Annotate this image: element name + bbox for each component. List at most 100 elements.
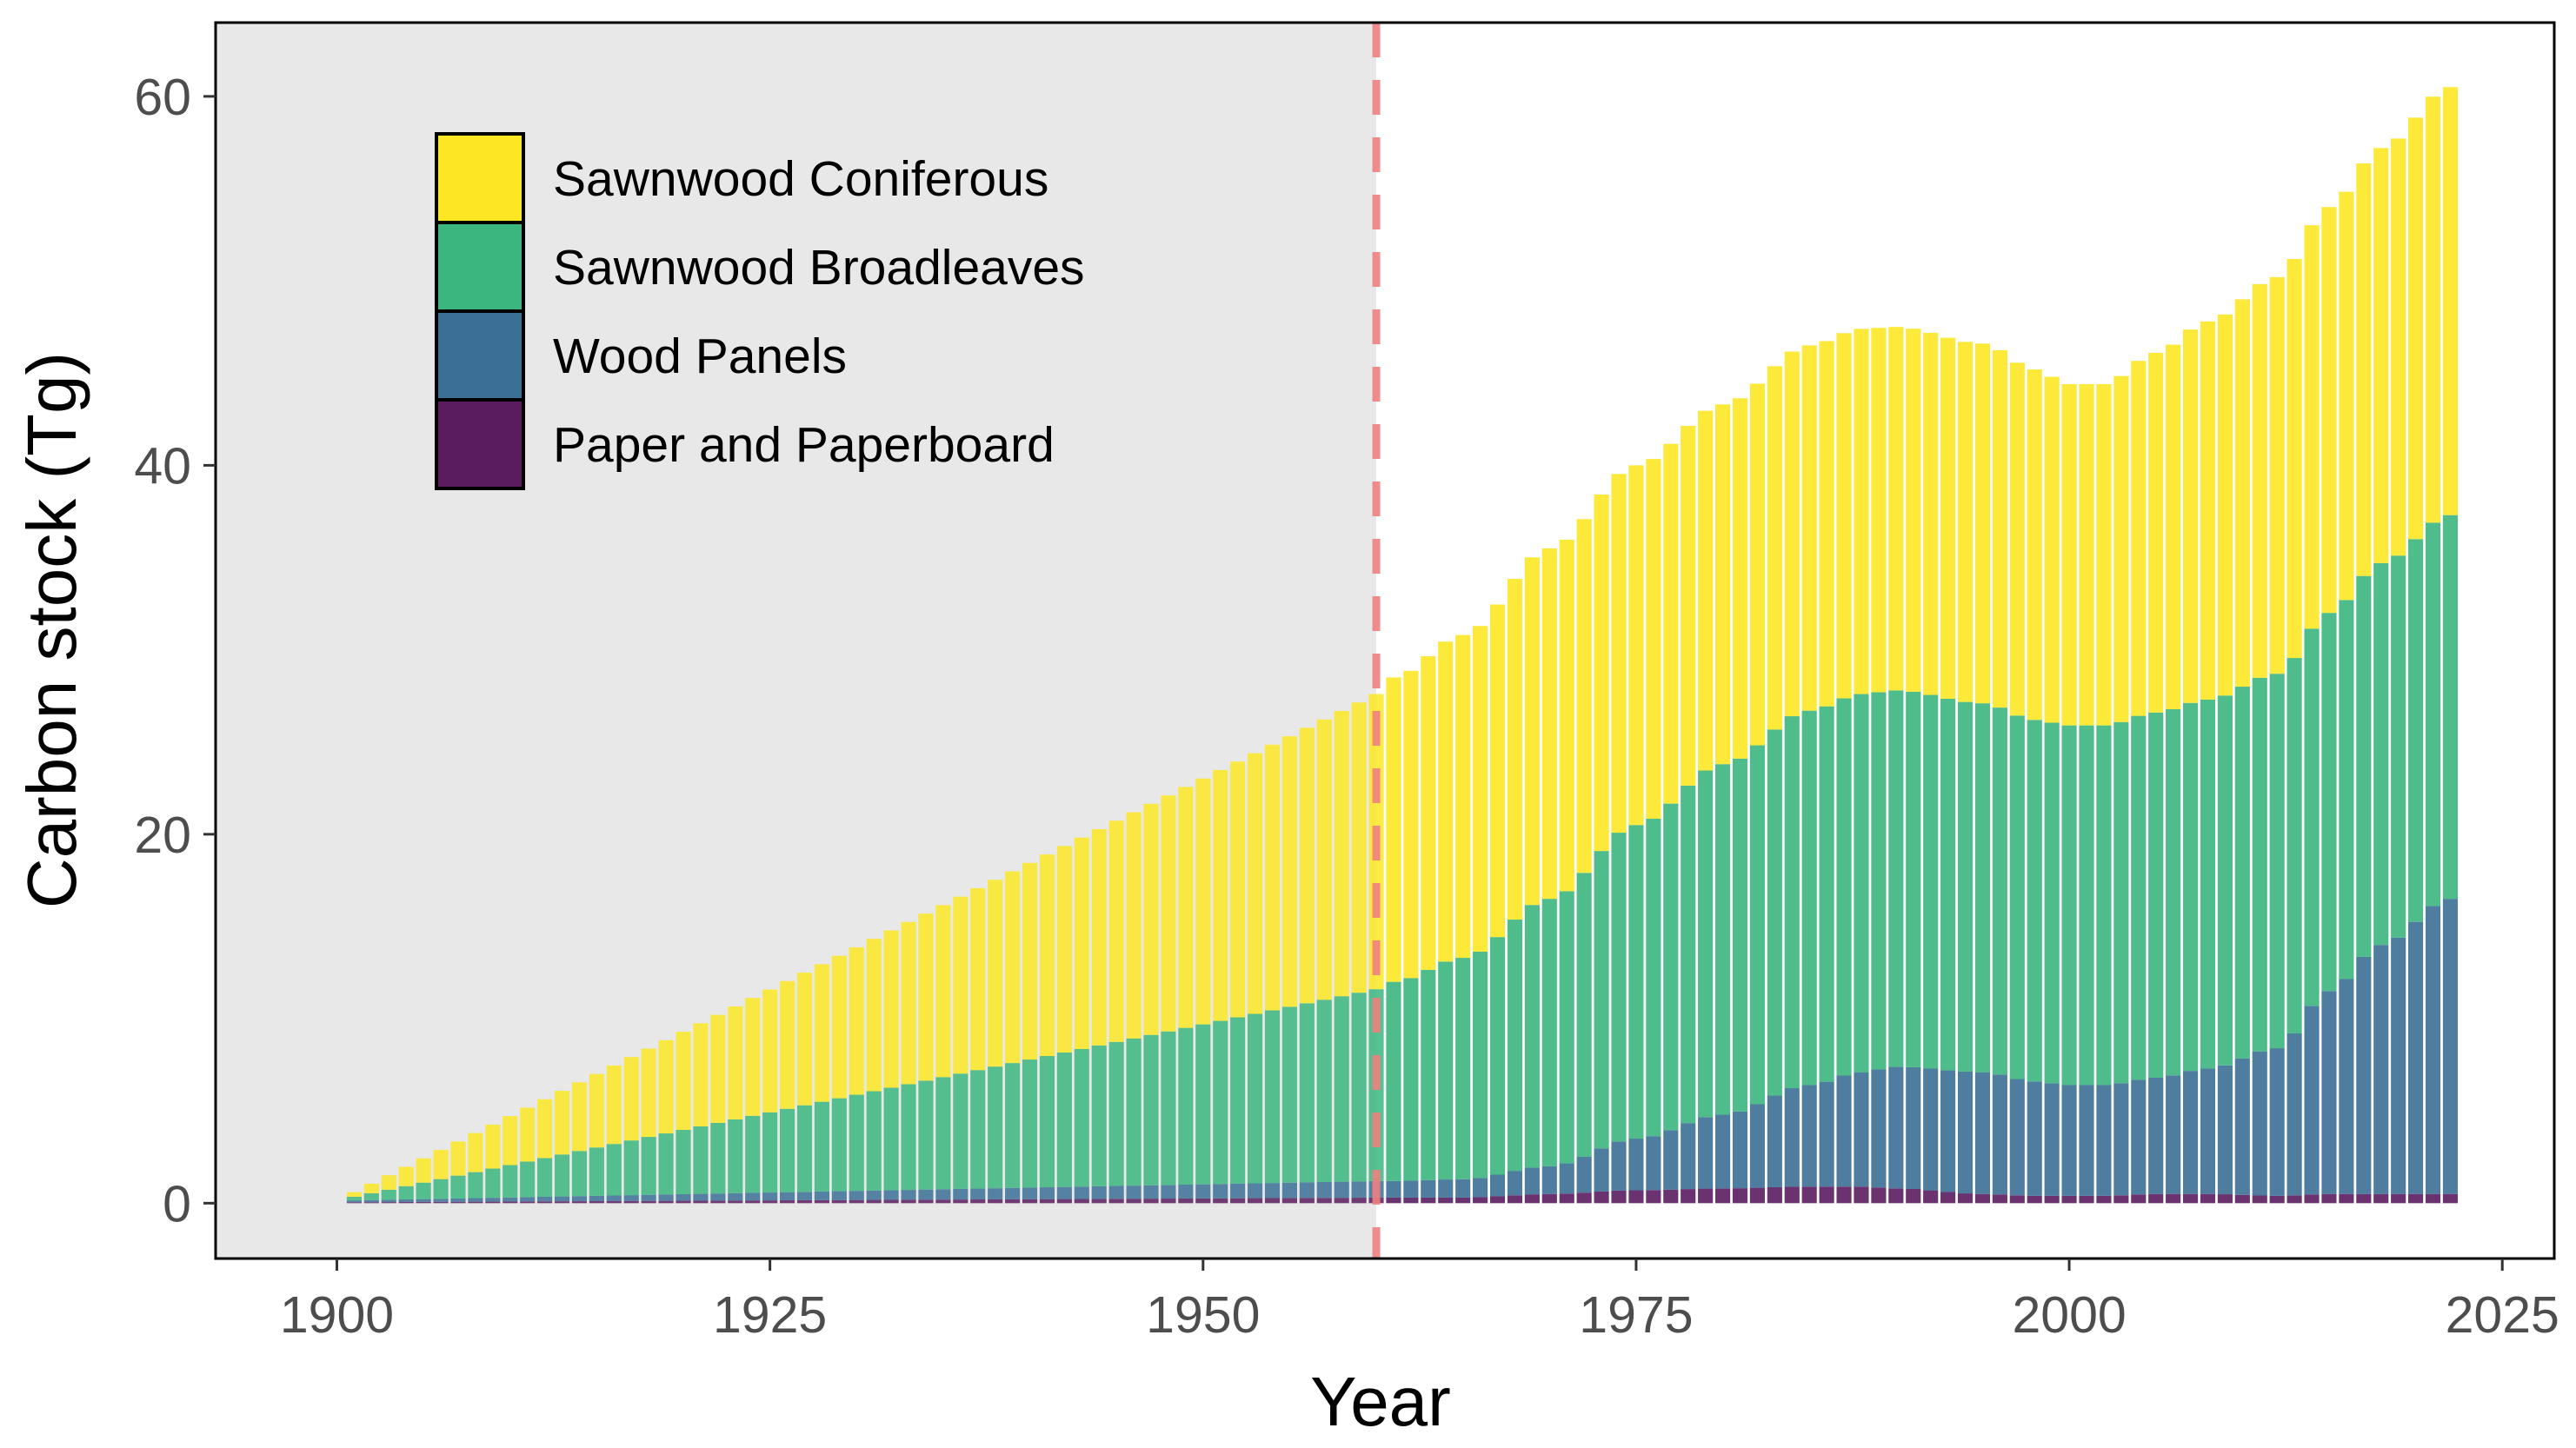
- bar-segment: [1524, 1167, 1540, 1195]
- bar-segment: [779, 980, 795, 1109]
- bar-segment: [2079, 1085, 2094, 1196]
- bar-segment: [589, 1147, 604, 1196]
- bar-segment: [363, 1199, 379, 1203]
- bar-segment: [2252, 1195, 2267, 1204]
- bar-segment: [571, 1201, 588, 1204]
- bar-segment: [520, 1161, 536, 1198]
- bar-segment: [2286, 1195, 2302, 1204]
- bar-segment: [520, 1201, 536, 1204]
- bar-segment: [1213, 769, 1228, 1021]
- bar-segment: [693, 1193, 709, 1201]
- bar-segment: [1559, 891, 1574, 1164]
- bar-segment: [416, 1182, 431, 1199]
- legend-key: [435, 221, 525, 313]
- bar-segment: [1351, 702, 1367, 993]
- bar-segment: [1195, 1184, 1211, 1199]
- bar-segment: [2200, 699, 2216, 1069]
- bar-segment: [866, 939, 882, 1092]
- bar-segment: [2269, 276, 2285, 674]
- bar-segment: [1178, 1185, 1194, 1199]
- bar-segment: [693, 1200, 709, 1204]
- bar-segment: [1039, 854, 1055, 1057]
- bar-segment: [1698, 770, 1714, 1118]
- bar-segment: [1386, 677, 1401, 982]
- bar-segment: [1108, 820, 1124, 1042]
- bar-segment: [554, 1201, 570, 1204]
- bar-segment: [589, 1201, 604, 1204]
- bar-segment: [2113, 375, 2129, 722]
- bar-segment: [1438, 961, 1454, 1180]
- bar-segment: [2182, 1193, 2199, 1204]
- bar-segment: [1421, 656, 1436, 970]
- bar-segment: [520, 1107, 536, 1162]
- bar-segment: [606, 1195, 622, 1201]
- bar-segment: [623, 1200, 639, 1204]
- bar-segment: [1386, 1180, 1401, 1198]
- bar-segment: [1957, 1193, 1974, 1204]
- bar-segment: [2321, 1193, 2337, 1204]
- bar-segment: [2373, 1193, 2389, 1204]
- bar-segment: [2304, 1194, 2320, 1204]
- bar-segment: [1334, 996, 1349, 1182]
- bar-segment: [2200, 321, 2216, 700]
- bar-segment: [1801, 710, 1817, 1086]
- bar-segment: [1767, 729, 1782, 1096]
- bar-segment: [468, 1198, 483, 1202]
- bar-segment: [2061, 725, 2077, 1086]
- bar-segment: [1940, 698, 1956, 1071]
- bar-segment: [571, 1196, 588, 1202]
- bar-segment: [2044, 722, 2060, 1084]
- bar-segment: [433, 1150, 449, 1179]
- bar-segment: [935, 1189, 951, 1200]
- bar-segment: [1039, 1056, 1055, 1188]
- bar-segment: [1611, 1190, 1627, 1204]
- bar-segment: [1681, 1189, 1696, 1204]
- bar-segment: [381, 1199, 396, 1203]
- bar-segment: [1871, 692, 1887, 1070]
- bar-segment: [433, 1201, 449, 1204]
- bar-segment: [1784, 716, 1800, 1089]
- bar-segment: [2217, 314, 2233, 696]
- bar-segment: [1541, 548, 1557, 900]
- bar-segment: [1923, 694, 1939, 1069]
- bar-segment: [2442, 87, 2459, 515]
- bar-segment: [1819, 1186, 1834, 1204]
- bar-segment: [398, 1199, 414, 1202]
- bar-segment: [918, 913, 934, 1081]
- bar-segment: [2252, 677, 2267, 1052]
- bar-segment: [1247, 753, 1263, 1014]
- bar-segment: [1507, 1195, 1523, 1204]
- bar-segment: [1005, 1199, 1021, 1204]
- bar-segment: [1663, 803, 1679, 1131]
- bar-segment: [1732, 1111, 1748, 1189]
- bar-segment: [918, 1199, 934, 1204]
- bar-segment: [658, 1200, 674, 1204]
- bar-segment: [2079, 1195, 2094, 1204]
- bar-segment: [1334, 1181, 1349, 1199]
- bar-segment: [1230, 1183, 1246, 1199]
- bar-segment: [2321, 207, 2337, 614]
- bar-segment: [346, 1202, 362, 1204]
- bar-segment: [1854, 694, 1869, 1073]
- bar-segment: [554, 1091, 570, 1155]
- bar-segment: [1784, 1088, 1800, 1187]
- bar-segment: [2079, 383, 2094, 726]
- bar-segment: [1906, 329, 1921, 692]
- bar-segment: [2304, 628, 2320, 1006]
- bar-segment: [503, 1201, 518, 1204]
- bar-segment: [381, 1189, 396, 1200]
- bar-segment: [2131, 715, 2147, 1080]
- bar-segment: [2234, 687, 2250, 1059]
- bar-segment: [571, 1082, 588, 1152]
- bar-segment: [1714, 404, 1731, 765]
- bar-segment: [1022, 1059, 1038, 1188]
- bar-segment: [1576, 519, 1592, 873]
- bar-segment: [1767, 366, 1782, 730]
- bar-segment: [2131, 1079, 2147, 1195]
- bar-segment: [2027, 720, 2042, 1082]
- bar-segment: [1871, 1187, 1887, 1204]
- bar-segment: [779, 1200, 795, 1204]
- legend-key: [435, 132, 525, 224]
- bar-segment: [1005, 871, 1021, 1064]
